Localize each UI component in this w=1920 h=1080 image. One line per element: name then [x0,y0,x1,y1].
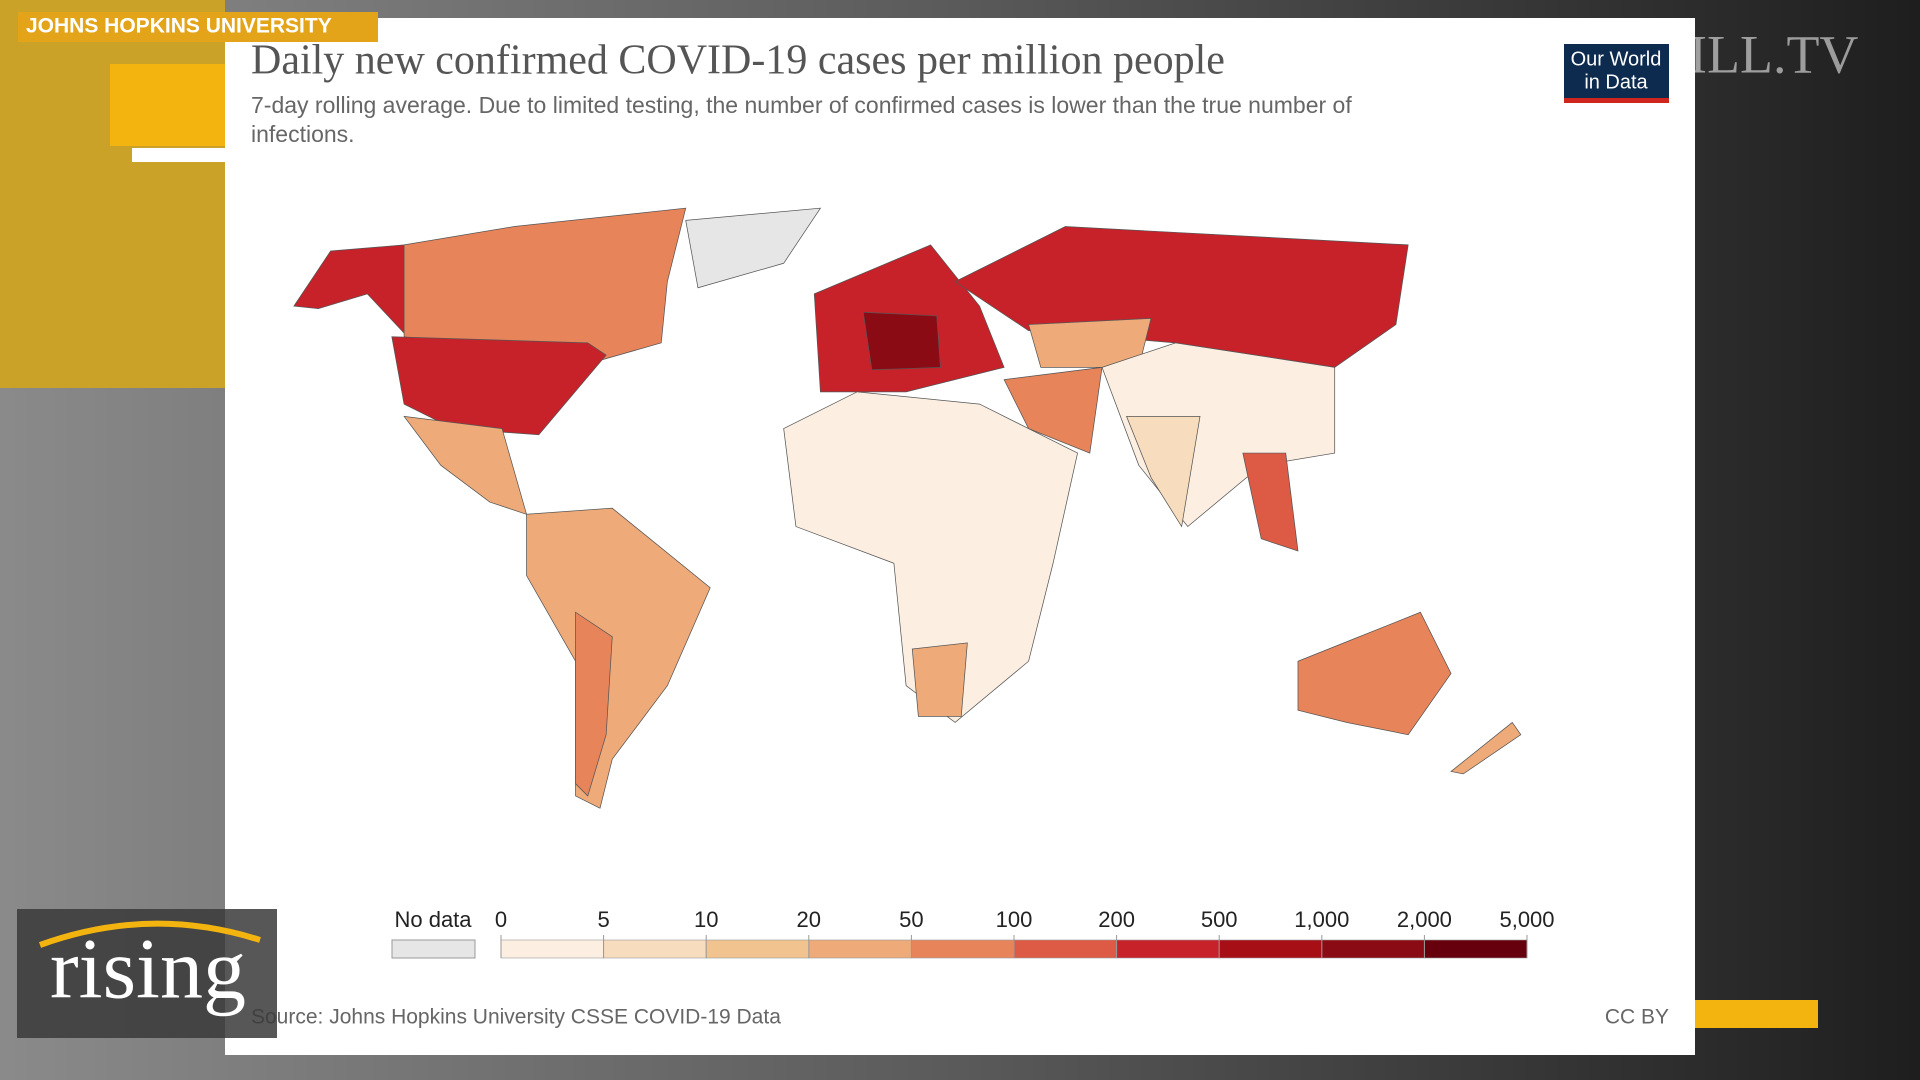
yellow-panel [0,0,225,388]
legend-bin [808,939,912,959]
country [911,642,968,717]
legend-tick-label: 20 [797,907,821,932]
legend-bin [705,939,810,959]
country [575,611,613,797]
yellow-tab [1690,1000,1818,1028]
white-stripe [132,148,230,162]
legend-bin [1218,939,1323,959]
legend-tick-label: 1,000 [1294,907,1349,932]
legend-bin [911,939,1015,959]
country [862,311,941,371]
legend-bin [603,939,707,959]
country [1003,366,1103,454]
legend-tick-label: 0 [495,907,507,932]
legend-bin [500,939,604,959]
show-logo-arc [38,920,261,948]
country [1450,721,1522,775]
legend-tick-label: 200 [1098,907,1135,932]
legend-bin [1321,939,1425,959]
no-data-label: No data [394,907,472,932]
subtitle: infections. [251,121,355,147]
chart-title: Daily new confirmed COVID-19 cases per m… [251,38,1225,84]
country [526,507,711,809]
legend-tick-label: 2,000 [1397,907,1452,932]
country [783,391,1078,723]
legend-tick-label: 5 [597,907,609,932]
legend-bin [1424,939,1528,959]
legend-bin [1116,939,1220,959]
legend-tick-label: 500 [1201,907,1238,932]
legend-tick-label: 100 [996,907,1033,932]
tag-bg [18,12,378,42]
country [1125,415,1201,528]
country [1297,611,1452,736]
legend: No data 0 5 10 20 50 100 200 500 1,000 2,000 5,000 [391,907,1555,959]
country [403,415,528,515]
legend-tick-label: 50 [899,907,923,932]
logo-text: in Data [1584,71,1648,93]
country [1242,452,1299,552]
country [391,336,607,436]
world-map [293,207,1522,809]
logo [1564,44,1669,103]
yellow-block [110,64,230,146]
legend-tick-label: 5,000 [1499,907,1554,932]
source: Source: Johns Hopkins University CSSE CO… [251,1006,781,1029]
country [685,207,822,289]
subtitle: 7-day rolling average. Due to limited te… [251,92,1352,118]
show-logo-text: rising [50,921,246,1017]
logo-text: Our World [1571,48,1662,70]
legend-bin [1013,939,1117,959]
license: CC BY [1605,1006,1669,1029]
legend-tick-label: 10 [694,907,718,932]
no-data-swatch [391,939,476,959]
tag: JOHNS HOPKINS UNIVERSITY [26,15,332,38]
logo-stripe [1564,98,1669,103]
